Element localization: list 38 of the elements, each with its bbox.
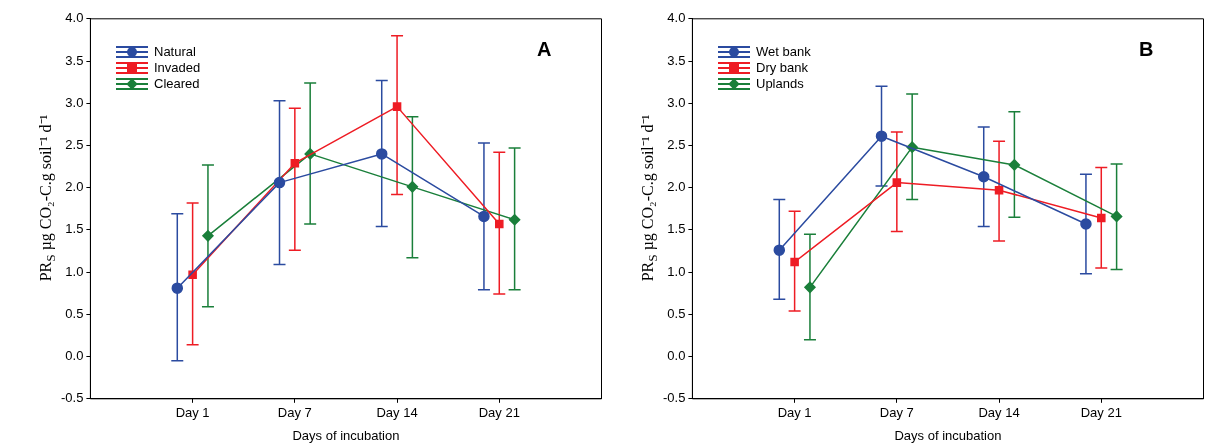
- x-tick-label: Day 21: [478, 405, 520, 421]
- legend-label: Wet bank: [756, 44, 811, 60]
- y-tick-label: 1.0: [65, 263, 84, 279]
- x-tick-label: Day 21: [1080, 405, 1122, 421]
- y-tick-label: 3.5: [667, 52, 686, 68]
- y-tick-label: 0.5: [65, 305, 84, 321]
- x-axis-title: Days of incubation: [894, 427, 1002, 443]
- legend-label: Invaded: [154, 60, 201, 76]
- legend-label: Uplands: [756, 76, 804, 92]
- y-tick-label: 3.0: [65, 94, 84, 110]
- legend-label: Cleared: [154, 76, 200, 92]
- y-tick-label: 1.5: [65, 221, 84, 237]
- y-tick-label: 2.0: [65, 179, 84, 195]
- y-tick-label: 4.0: [65, 10, 84, 26]
- x-tick-label: Day 14: [376, 405, 418, 421]
- x-axis-title: Days of incubation: [292, 427, 400, 443]
- x-tick-label: Day 14: [978, 405, 1020, 421]
- y-tick-label: 2.5: [65, 137, 84, 153]
- annotation: B: [1139, 38, 1154, 61]
- legend-label: Natural: [154, 44, 196, 60]
- y-tick-label: 3.5: [65, 52, 84, 68]
- y-tick-label: -0.5: [60, 390, 84, 406]
- y-tick-label: 0.0: [667, 348, 686, 364]
- y-tick-label: 1.5: [667, 221, 686, 237]
- y-tick-label: 0.5: [667, 305, 686, 321]
- y-tick-label: 0.0: [65, 348, 84, 364]
- x-tick-label: Day 7: [879, 405, 914, 421]
- legend-label: Dry bank: [756, 60, 809, 76]
- y-tick-label: 2.0: [667, 179, 686, 195]
- y-tick-label: 3.0: [667, 94, 686, 110]
- annotation: A: [537, 38, 552, 61]
- y-tick-label: 1.0: [667, 263, 686, 279]
- x-tick-label: Day 7: [277, 405, 312, 421]
- y-tick-label: 2.5: [667, 137, 686, 153]
- x-tick-label: Day 1: [777, 405, 812, 421]
- x-tick-label: Day 1: [175, 405, 210, 421]
- y-tick-label: -0.5: [662, 390, 686, 406]
- y-tick-label: 4.0: [667, 10, 686, 26]
